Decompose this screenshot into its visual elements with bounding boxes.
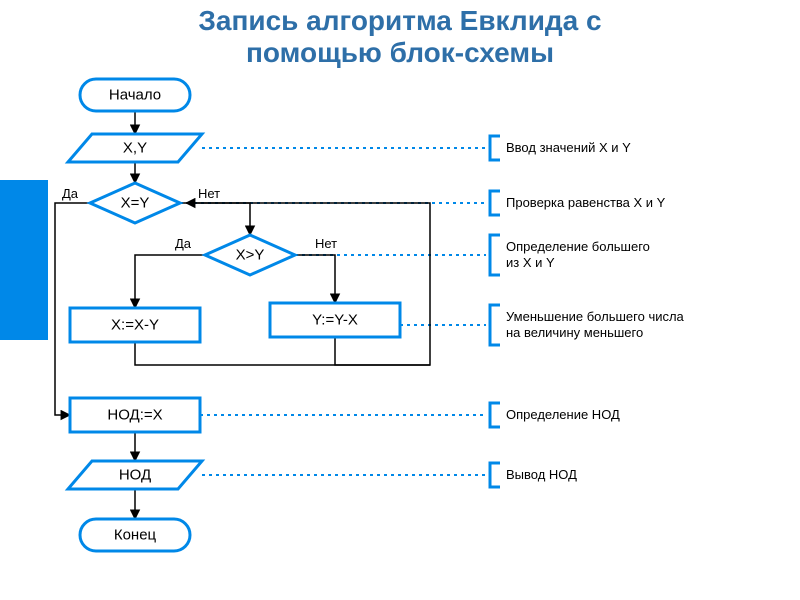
flowchart-nodes-layer: Начало X,Y X=Y X>Y X:=X-Y Y:=Y-X НОД:=X НОД Коне…: [68, 79, 400, 551]
annotation-text: на величину меньшего: [506, 325, 643, 340]
annotation-text: Вывод НОД: [506, 467, 577, 482]
annotation-text: Ввод значений X и Y: [506, 140, 631, 155]
node-p1: X:=X-Y: [70, 308, 200, 342]
node-end: Конец: [80, 519, 190, 551]
annotation-bracket: [490, 305, 500, 345]
node-p3: НОД:=X: [70, 398, 200, 432]
node-label-d1: X=Y: [121, 195, 150, 212]
node-label-end: Конец: [114, 527, 157, 544]
node-label-p2: Y:=Y-X: [312, 312, 358, 329]
annotation-bracket: [490, 136, 500, 160]
annotation-text: Уменьшение большего числа: [506, 309, 685, 324]
annotation-text: Определение большего: [506, 239, 650, 254]
node-d1: X=Y: [90, 183, 180, 223]
edge-label-d2_no: Нет: [315, 236, 337, 251]
annotations-layer: Ввод значений X и Y Проверка равенства X …: [490, 136, 685, 487]
annotation-text: Проверка равенства X и Y: [506, 195, 666, 210]
page-title-line1: Запись алгоритма Евклида с: [198, 5, 601, 36]
node-label-io_in: X,Y: [123, 140, 147, 157]
edge-label-d1_no: Нет: [198, 186, 220, 201]
node-label-p1: X:=X-Y: [111, 317, 159, 334]
node-io_in: X,Y: [68, 134, 202, 162]
edge-label-d1_yes: Да: [62, 186, 79, 201]
annotation-bracket: [490, 235, 500, 275]
node-label-io_out: НОД: [119, 467, 151, 484]
annotation-text: Определение НОД: [506, 407, 620, 422]
page-title-line2: помощью блок-схемы: [246, 37, 554, 68]
node-label-p3: НОД:=X: [107, 407, 162, 424]
node-label-d2: X>Y: [236, 247, 265, 264]
node-d2: X>Y: [205, 235, 295, 275]
annotation-bracket: [490, 191, 500, 215]
sidebar-accent: [0, 180, 48, 340]
node-p2: Y:=Y-X: [270, 303, 400, 337]
edge-label-d2_yes: Да: [175, 236, 192, 251]
node-label-start: Начало: [109, 87, 161, 104]
annotation-bracket: [490, 463, 500, 487]
annotation-bracket: [490, 403, 500, 427]
annotation-text: из X и Y: [506, 255, 555, 270]
node-io_out: НОД: [68, 461, 202, 489]
node-start: Начало: [80, 79, 190, 111]
